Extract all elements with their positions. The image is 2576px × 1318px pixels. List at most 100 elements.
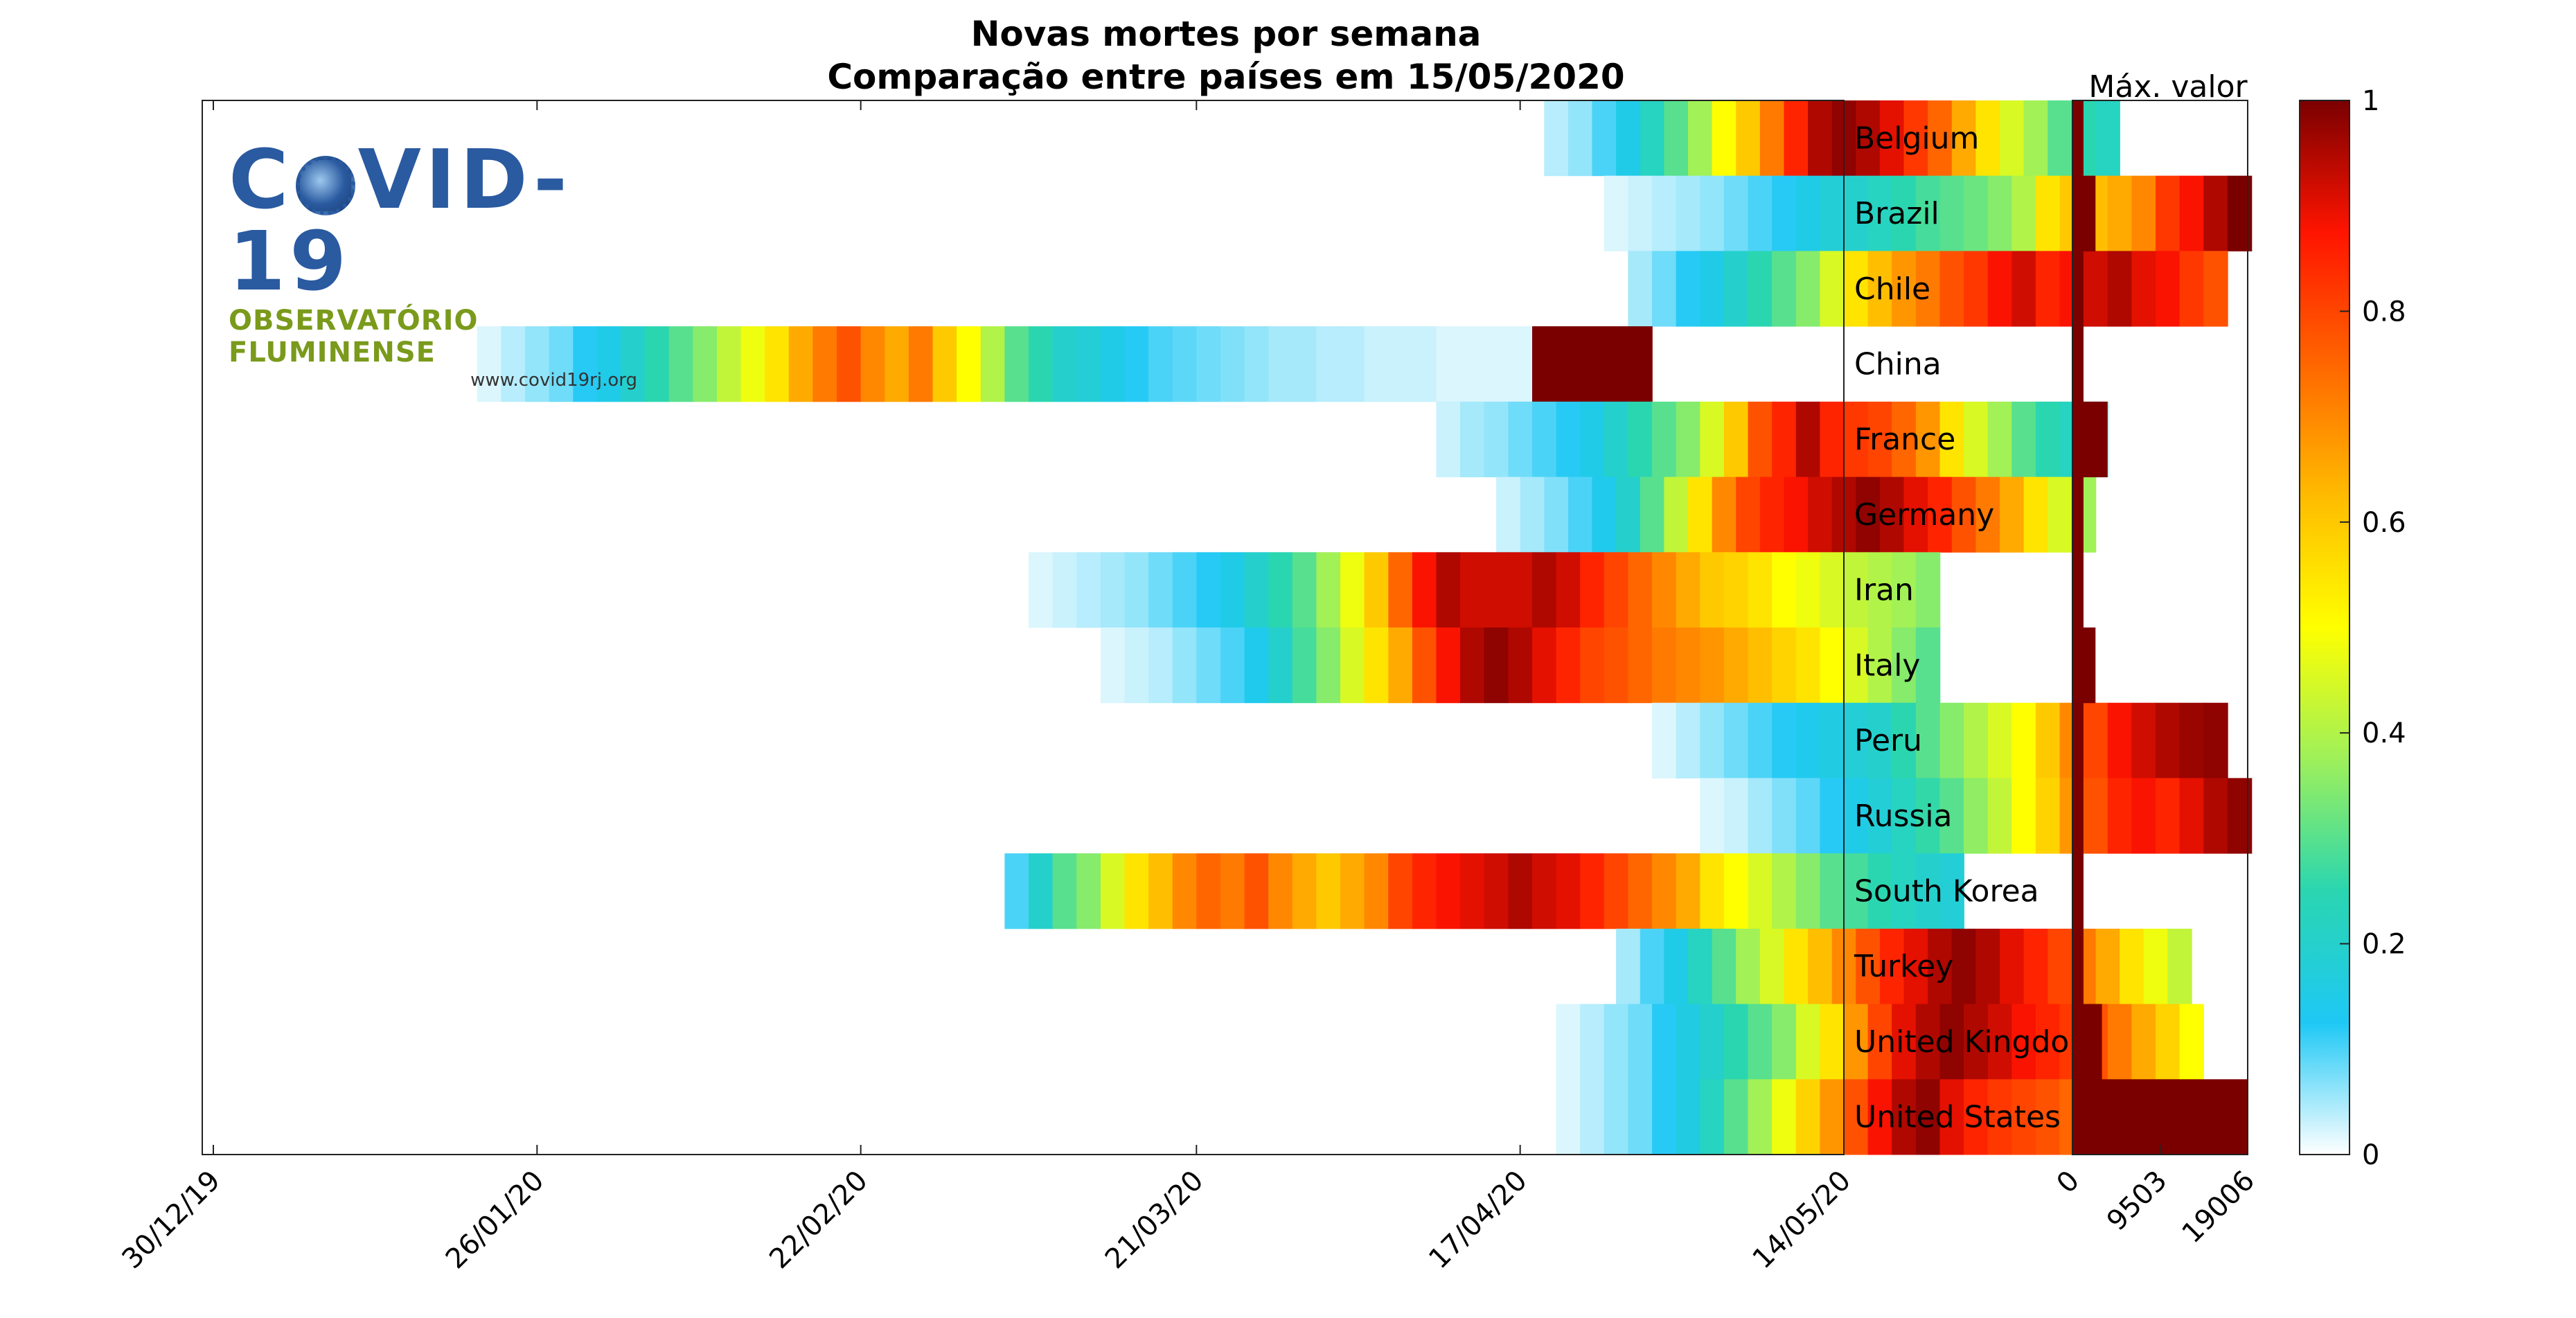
heatmap-cell xyxy=(1700,702,1725,778)
heatmap-cell xyxy=(1820,552,1845,628)
heatmap-cell xyxy=(1652,627,1677,704)
heatmap-cell xyxy=(1436,627,1461,704)
heatmap-cell xyxy=(2156,778,2180,854)
heatmap-cell xyxy=(1628,853,1653,929)
heatmap-cell xyxy=(1772,702,1797,778)
heatmap-cell xyxy=(1580,627,1605,704)
heatmap-cell xyxy=(1292,552,1317,628)
heatmap-cell xyxy=(2156,702,2180,778)
heatmap-cell xyxy=(1748,175,1773,251)
heatmap-cell xyxy=(2023,100,2048,177)
heatmap-cell xyxy=(1939,778,1964,854)
heatmap-cell xyxy=(837,326,862,402)
heatmap-cell xyxy=(1567,100,1593,177)
heatmap-cell xyxy=(1124,627,1149,704)
heatmap-cell xyxy=(1712,100,1736,177)
heatmap-cell xyxy=(788,326,814,402)
heatmap-cell xyxy=(1867,853,1892,929)
heatmap-cell xyxy=(1556,853,1581,929)
heatmap-cell xyxy=(1700,1004,1725,1080)
heatmap-cell xyxy=(1759,100,1785,177)
heatmap-cell xyxy=(1951,928,1977,1005)
heatmap-cell xyxy=(2107,251,2133,327)
heatmap-cell xyxy=(1340,326,1365,402)
heatmap-cell xyxy=(1892,702,1917,778)
heatmap-cell xyxy=(1292,853,1317,929)
heatmap-cell xyxy=(1148,853,1173,929)
heatmap-cell xyxy=(1820,1079,1845,1155)
heatmap-cell xyxy=(1580,1079,1605,1155)
heatmap-cell xyxy=(2035,175,2061,251)
heatmap-cell xyxy=(1664,928,1689,1005)
heatmap-cell xyxy=(1748,251,1773,327)
heatmap-cell xyxy=(1987,778,2013,854)
max-value-bar xyxy=(2072,702,2084,778)
colorbar-tick-label: 0.4 xyxy=(2362,718,2406,749)
heatmap-cell xyxy=(1592,477,1617,553)
heatmap-cell xyxy=(1316,853,1341,929)
heatmap-cell xyxy=(1388,552,1413,628)
heatmap-cell xyxy=(2131,175,2156,251)
heatmap-cell xyxy=(2011,251,2036,327)
heatmap-cell xyxy=(2011,702,2036,778)
heatmap-cell xyxy=(1268,853,1293,929)
heatmap-cell xyxy=(1100,552,1126,628)
country-label: Turkey xyxy=(1854,949,1953,984)
heatmap-cell xyxy=(1879,928,1905,1005)
heatmap-cell xyxy=(2095,928,2120,1005)
heatmap-cell xyxy=(573,326,598,402)
heatmap-cell xyxy=(1723,552,1749,628)
heatmap-cell xyxy=(1915,627,1941,704)
heatmap-cell xyxy=(1100,326,1126,402)
heatmap-cell xyxy=(1148,627,1173,704)
heatmap-cell xyxy=(2011,778,2036,854)
heatmap-cell xyxy=(1676,1079,1701,1155)
heatmap-cell xyxy=(1604,1004,1629,1080)
heatmap-cell xyxy=(1844,552,1869,628)
heatmap-cell xyxy=(1892,627,1917,704)
heatmap-cell xyxy=(1556,552,1581,628)
heatmap-cell xyxy=(1616,928,1641,1005)
heatmap-cell xyxy=(1892,552,1917,628)
heatmap-cell xyxy=(1748,1004,1773,1080)
heatmap-cell xyxy=(1412,326,1437,402)
heatmap-cell xyxy=(1808,928,1833,1005)
heatmap-cell xyxy=(1879,477,1905,553)
heatmap-cell xyxy=(1460,853,1485,929)
heatmap-cell xyxy=(1748,401,1773,478)
max-value-bar xyxy=(2072,175,2096,251)
heatmap-cell xyxy=(1172,326,1198,402)
heatmap-cell xyxy=(1772,401,1797,478)
heatmap-cell xyxy=(1604,1079,1629,1155)
heatmap-cell xyxy=(1676,627,1701,704)
heatmap-cell xyxy=(2156,175,2180,251)
heatmap-cell xyxy=(1496,477,1521,553)
heatmap-cell xyxy=(1795,251,1821,327)
heatmap-cell xyxy=(1436,853,1461,929)
heatmap-cell xyxy=(1484,627,1509,704)
heatmap-cell xyxy=(1915,251,1941,327)
x-tick-label: 14/05/20 xyxy=(1747,1165,1858,1276)
heatmap-cell xyxy=(2048,477,2072,553)
heatmap-cell xyxy=(740,326,765,402)
heatmap-cell xyxy=(1723,1004,1749,1080)
heatmap-cell xyxy=(1772,853,1797,929)
heatmap-cell xyxy=(1723,627,1749,704)
heatmap-cell xyxy=(1820,1004,1845,1080)
heatmap-cell xyxy=(1508,853,1533,929)
heatmap-cell xyxy=(1004,326,1029,402)
heatmap-cell xyxy=(1076,552,1101,628)
heatmap-frame xyxy=(202,100,1845,1155)
heatmap-cell xyxy=(1951,100,1977,177)
heatmap-cell xyxy=(2084,778,2108,854)
heatmap-cell xyxy=(1640,477,1665,553)
country-labels: Belgium Brazil Chile China France Germany Iran… xyxy=(1854,121,2099,1134)
heatmap-cell xyxy=(1915,401,1941,478)
logo-title-c: C xyxy=(229,132,293,227)
heatmap-cell xyxy=(1820,401,1845,478)
heatmap-cell xyxy=(2011,175,2036,251)
heatmap-cell xyxy=(1676,853,1701,929)
heatmap-cell xyxy=(1220,627,1245,704)
heatmap-cell xyxy=(1759,928,1785,1005)
